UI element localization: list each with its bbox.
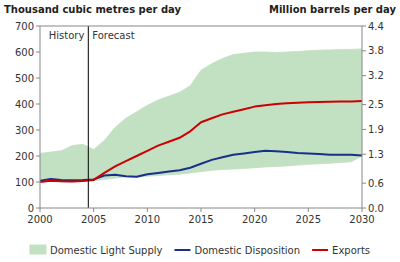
- x-tick: [362, 208, 363, 212]
- y-tick: [36, 78, 40, 79]
- y2-tick-label: 3.8: [368, 45, 384, 56]
- y2-tick: [362, 183, 366, 184]
- x-tick: [201, 208, 202, 212]
- y-tick: [36, 130, 40, 131]
- y-tick-label: 500: [15, 73, 34, 84]
- plot-frame: [40, 26, 362, 208]
- y-tick: [36, 208, 40, 209]
- y2-tick: [362, 208, 366, 209]
- y2-tick: [362, 50, 366, 51]
- x-tick-label: 2005: [81, 214, 106, 225]
- legend-swatch: [30, 245, 46, 254]
- y2-tick: [362, 129, 366, 130]
- legend-item: Domestic Disposition: [174, 245, 300, 256]
- y-tick: [36, 156, 40, 157]
- x-tick-label: 2010: [135, 214, 160, 225]
- legend-item: Exports: [312, 245, 370, 256]
- x-tick-label: 2030: [349, 214, 374, 225]
- legend-swatch: [174, 249, 190, 251]
- history-line: [88, 26, 89, 208]
- y-tick-label: 400: [15, 99, 34, 110]
- legend-label: Domestic Light Supply: [50, 245, 163, 256]
- y2-tick-label: 1.9: [368, 124, 384, 135]
- legend-swatch: [312, 249, 328, 251]
- x-tick-label: 2000: [27, 214, 52, 225]
- x-tick-label: 2025: [296, 214, 321, 225]
- x-tick: [93, 208, 94, 212]
- y-tick-label: 0: [28, 203, 34, 214]
- y2-tick-label: 2.5: [368, 99, 384, 110]
- y2-tick-label: 0.6: [368, 178, 384, 189]
- x-tick-label: 2020: [242, 214, 267, 225]
- y-tick: [36, 182, 40, 183]
- y-tick-label: 600: [15, 47, 34, 58]
- y-tick: [36, 26, 40, 27]
- legend-label: Domestic Disposition: [194, 245, 300, 256]
- y-tick-label: 700: [15, 21, 34, 32]
- legend-item: Domestic Light Supply: [30, 245, 163, 256]
- y2-tick: [362, 75, 366, 76]
- y2-tick-label: 0.0: [368, 203, 384, 214]
- y2-tick-label: 4.4: [368, 21, 384, 32]
- y2-axis-title: Million barrels per day: [269, 4, 396, 15]
- legend: Domestic Light Supply Domestic Dispositio…: [30, 245, 370, 256]
- y-tick-label: 100: [15, 177, 34, 188]
- y-axis-title: Thousand cubic metres per day: [4, 4, 182, 15]
- x-tick: [147, 208, 148, 212]
- annotation: Forecast: [92, 30, 134, 41]
- y-tick-label: 200: [15, 151, 34, 162]
- y-tick-label: 300: [15, 125, 34, 136]
- y2-tick: [362, 154, 366, 155]
- y-tick: [36, 52, 40, 53]
- y2-tick: [362, 104, 366, 105]
- x-tick-label: 2015: [188, 214, 213, 225]
- y2-tick: [362, 26, 366, 27]
- y2-tick-label: 1.3: [368, 149, 384, 160]
- annotation: History: [49, 30, 85, 41]
- legend-label: Exports: [332, 245, 370, 256]
- plot-area: [40, 26, 362, 208]
- y2-tick-label: 3.2: [368, 70, 384, 81]
- x-tick: [308, 208, 309, 212]
- x-tick: [40, 208, 41, 212]
- chart: Thousand cubic metres per day Million bar…: [0, 0, 400, 262]
- y-tick: [36, 104, 40, 105]
- x-tick: [254, 208, 255, 212]
